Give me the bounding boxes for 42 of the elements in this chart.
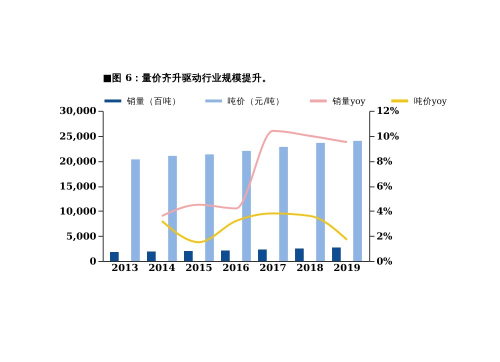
- y-tick-label: 15,000: [59, 181, 97, 192]
- bar: [131, 159, 140, 262]
- y-tick-label: 25,000: [59, 131, 97, 142]
- bar: [146, 252, 156, 262]
- y2-tick-label: 0%: [376, 256, 392, 268]
- legend-label: 销量yoy: [331, 96, 366, 107]
- y2-tick-label: 10%: [376, 131, 400, 142]
- x-tick-label: 2013: [111, 263, 139, 274]
- y2-tick-label: 4%: [376, 206, 392, 218]
- bar: [353, 140, 362, 262]
- y2-tick-label: 6%: [376, 181, 392, 192]
- bar: [205, 154, 214, 262]
- y-tick-label: 10,000: [59, 206, 97, 218]
- bar: [332, 248, 341, 262]
- legend-label: 吨价（元/吨）: [228, 96, 285, 107]
- x-tick-label: 2015: [185, 263, 212, 274]
- line-series: [160, 212, 348, 244]
- bar: [184, 251, 193, 262]
- chart-title: ■图 6：量价齐升驱动行业规模提升。: [102, 72, 272, 84]
- x-tick-label: 2016: [222, 263, 250, 274]
- y2-tick-label: 8%: [376, 156, 392, 168]
- x-tick-label: 2017: [260, 263, 286, 274]
- bar: [295, 248, 304, 262]
- bar: [258, 250, 267, 262]
- y-tick-label: 20,000: [59, 156, 97, 168]
- y-tick-label: 30,000: [59, 106, 97, 118]
- x-tick-label: 2018: [296, 263, 324, 274]
- y2-tick-label: 12%: [376, 106, 400, 118]
- legend-label: 吨价yoy: [414, 96, 447, 107]
- x-tick-label: 2019: [334, 263, 361, 274]
- line-series: [160, 130, 348, 217]
- y-tick-label: 0: [90, 256, 97, 268]
- bar: [279, 146, 288, 262]
- bar: [168, 156, 177, 262]
- bar: [221, 250, 230, 262]
- y2-tick-label: 2%: [376, 231, 392, 242]
- bar: [110, 252, 119, 262]
- legend-label: 销量（百吨）: [126, 96, 181, 107]
- bar: [242, 150, 251, 262]
- bar: [316, 142, 325, 262]
- x-tick-label: 2014: [148, 263, 176, 274]
- y-tick-label: 5,000: [66, 231, 97, 242]
